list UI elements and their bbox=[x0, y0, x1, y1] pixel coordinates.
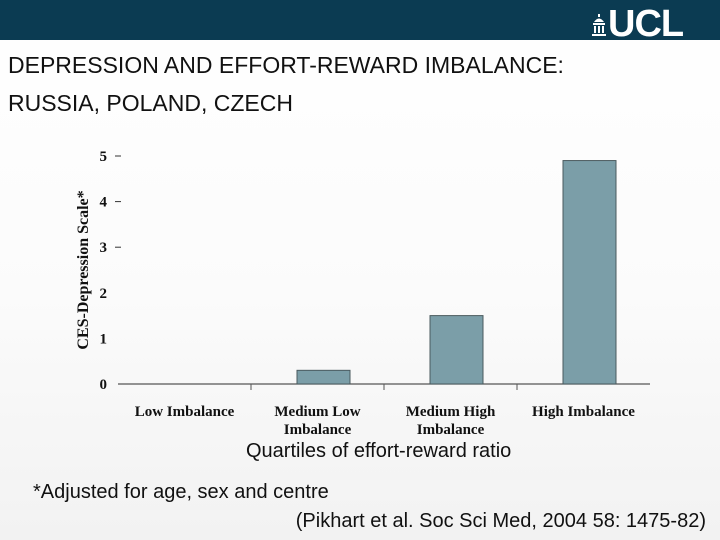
y-tick-label: 5 bbox=[100, 149, 108, 165]
title-line-1: DEPRESSION AND EFFORT-REWARD IMBALANCE: bbox=[8, 52, 564, 78]
portico-dome-icon bbox=[592, 14, 606, 36]
x-tick-label: High Imbalance bbox=[532, 404, 635, 420]
ucl-logo: UCL bbox=[590, 3, 710, 45]
x-tick-label: Imbalance bbox=[284, 422, 352, 438]
x-axis-title: Quartiles of effort-reward ratio bbox=[246, 440, 512, 462]
logo-text: UCL bbox=[608, 3, 684, 45]
page-title: DEPRESSION AND EFFORT-REWARD IMBALANCE: … bbox=[8, 46, 708, 122]
y-tick-label: 0 bbox=[100, 377, 108, 393]
x-tick-label: Medium High bbox=[406, 404, 496, 420]
bar-2 bbox=[296, 369, 351, 385]
chart-bars bbox=[296, 160, 617, 385]
y-tick-label: 2 bbox=[100, 286, 108, 302]
y-tick-label: 1 bbox=[100, 331, 108, 347]
y-axis-title: CES-Depression Scale* bbox=[75, 190, 92, 349]
y-tick-label: 3 bbox=[100, 240, 108, 256]
bar-4 bbox=[562, 160, 617, 385]
x-tick-label: Medium Low bbox=[274, 404, 360, 420]
chart-axes bbox=[115, 155, 650, 390]
citation: (Pikhart et al. Soc Sci Med, 2004 58: 14… bbox=[295, 510, 706, 532]
x-tick-label: Low Imbalance bbox=[135, 404, 235, 420]
title-line-2: RUSSIA, POLAND, CZECH bbox=[8, 90, 293, 116]
bar-3 bbox=[429, 315, 484, 385]
chart-labels: 0 1 2 3 4 5 CES-Depression Scale* Low Imbalance… bbox=[75, 149, 635, 438]
bar-chart: 0 1 2 3 4 5 CES-Depression Scale* Low Imbalance… bbox=[75, 149, 650, 438]
x-tick-label: Imbalance bbox=[417, 422, 485, 438]
y-tick-label: 4 bbox=[100, 195, 108, 211]
footnote: *Adjusted for age, sex and centre bbox=[33, 481, 329, 503]
